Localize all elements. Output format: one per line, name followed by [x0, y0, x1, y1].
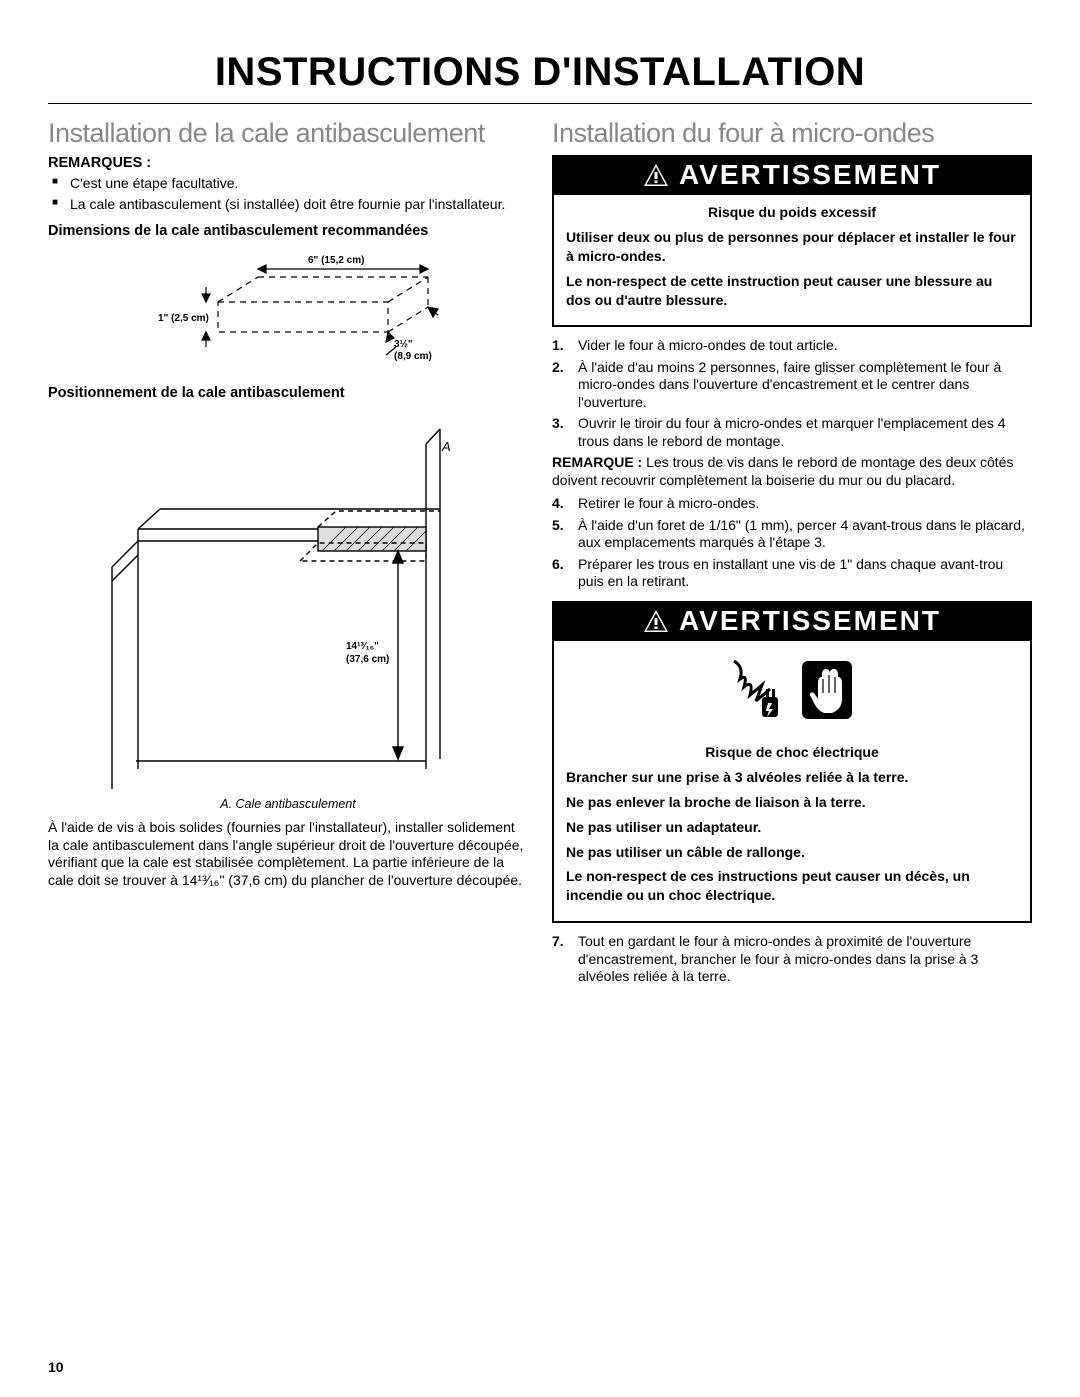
block-dimensions-diagram: 6" (15,2 cm) 1" (2,5 cm) 3½" (8,9 cm)	[128, 247, 448, 377]
warning-line: Ne pas enlever la broche de liaison à la…	[566, 793, 1018, 812]
svg-text:(8,9 cm): (8,9 cm)	[394, 351, 432, 362]
shock-icons	[554, 641, 1030, 735]
warning-line: Ne pas utiliser un adaptateur.	[566, 818, 1018, 837]
hand-stop-icon	[796, 655, 858, 725]
warning-label: AVERTISSEMENT	[679, 159, 941, 191]
steps-list-2: 4.Retirer le four à micro-ondes. 5.À l'a…	[552, 495, 1032, 591]
warning-header: AVERTISSEMENT	[554, 603, 1030, 641]
list-item: 5.À l'aide d'un foret de 1/16" (1 mm), p…	[552, 517, 1032, 552]
warning-line: Ne pas utiliser un câble de rallonge.	[566, 843, 1018, 862]
dim-left-label: 1" (2,5 cm)	[158, 313, 209, 324]
warning-line: Le non-respect de ces instructions peut …	[566, 867, 1018, 905]
left-column: Installation de la cale antibasculement …	[48, 118, 528, 990]
warning-line: Le non-respect de cette instruction peut…	[566, 272, 1018, 310]
content-columns: Installation de la cale antibasculement …	[48, 118, 1032, 990]
warning-header: AVERTISSEMENT	[554, 157, 1030, 195]
plug-shock-icon	[726, 655, 788, 725]
warning-box-shock: AVERTISSEMENT Risq	[552, 601, 1032, 923]
steps-list-3: 7.Tout en gardant le four à micro-ondes …	[552, 933, 1032, 986]
steps-list-1: 1.Vider le four à micro-ondes de tout ar…	[552, 337, 1032, 450]
alert-icon	[643, 163, 669, 187]
list-item: 4.Retirer le four à micro-ondes.	[552, 495, 1032, 513]
page-number: 10	[48, 1359, 64, 1375]
remarques-label: REMARQUES :	[48, 155, 528, 171]
left-body-text: À l'aide de vis à bois solides (fournies…	[48, 819, 528, 889]
warning-body: Risque du poids excessif Utiliser deux o…	[554, 195, 1030, 325]
warning-line: Utiliser deux ou plus de personnes pour …	[566, 228, 1018, 266]
list-item: La cale antibasculement (si installée) d…	[48, 196, 528, 214]
warning-label: AVERTISSEMENT	[679, 605, 941, 637]
dim-right-label: 3½"	[394, 339, 413, 350]
warning-box-weight: AVERTISSEMENT Risque du poids excessif U…	[552, 155, 1032, 327]
list-item: 2.À l'aide d'au moins 2 personnes, faire…	[552, 359, 1032, 412]
warning-line: Brancher sur une prise à 3 alvéoles reli…	[566, 768, 1018, 787]
block-positioning-diagram: A 14¹³⁄₁₆" (37,6 cm)	[88, 409, 488, 789]
positioning-heading: Positionnement de la cale antibasculemen…	[48, 385, 528, 401]
page-title: INSTRUCTIONS D'INSTALLATION	[48, 50, 1032, 104]
diagram-caption: A. Cale antibasculement	[48, 797, 528, 811]
remark-label: REMARQUE :	[552, 454, 642, 470]
label-A: A	[441, 439, 451, 454]
list-item: C'est une étape facultative.	[48, 175, 528, 193]
alert-icon	[643, 609, 669, 633]
list-item: 7.Tout en gardant le four à micro-ondes …	[552, 933, 1032, 986]
left-section-title: Installation de la cale antibasculement	[48, 118, 528, 149]
warning-title: Risque de choc électrique	[566, 743, 1018, 762]
right-column: Installation du four à micro-ondes AVERT…	[552, 118, 1032, 990]
remarques-list: C'est une étape facultative. La cale ant…	[48, 175, 528, 213]
remark-paragraph: REMARQUE : Les trous de vis dans le rebo…	[552, 454, 1032, 489]
list-item: 3.Ouvrir le tiroir du four à micro-ondes…	[552, 415, 1032, 450]
warning-title: Risque du poids excessif	[566, 203, 1018, 222]
dimensions-heading: Dimensions de la cale antibasculement re…	[48, 223, 528, 239]
right-section-title: Installation du four à micro-ondes	[552, 118, 1032, 149]
dim-top-label: 6" (15,2 cm)	[308, 255, 364, 266]
pos-dim-1: 14¹³⁄₁₆"	[346, 641, 379, 652]
warning-body: Risque de choc électrique Brancher sur u…	[554, 735, 1030, 921]
pos-dim-2: (37,6 cm)	[346, 654, 389, 665]
list-item: 1.Vider le four à micro-ondes de tout ar…	[552, 337, 1032, 355]
list-item: 6.Préparer les trous en installant une v…	[552, 556, 1032, 591]
